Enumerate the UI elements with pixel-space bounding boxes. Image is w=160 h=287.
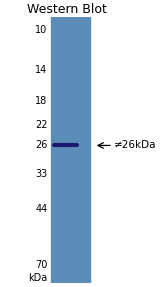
- Text: 18: 18: [35, 96, 48, 106]
- Text: 10: 10: [35, 25, 48, 35]
- Text: 22: 22: [35, 120, 48, 130]
- Text: 26: 26: [35, 140, 48, 150]
- Text: kDa: kDa: [28, 273, 48, 283]
- Text: 33: 33: [35, 169, 48, 179]
- Title: Western Blot: Western Blot: [27, 3, 107, 16]
- Text: ≠26kDa: ≠26kDa: [114, 140, 157, 150]
- Text: 44: 44: [35, 204, 48, 214]
- Text: 70: 70: [35, 260, 48, 270]
- Text: 14: 14: [35, 65, 48, 75]
